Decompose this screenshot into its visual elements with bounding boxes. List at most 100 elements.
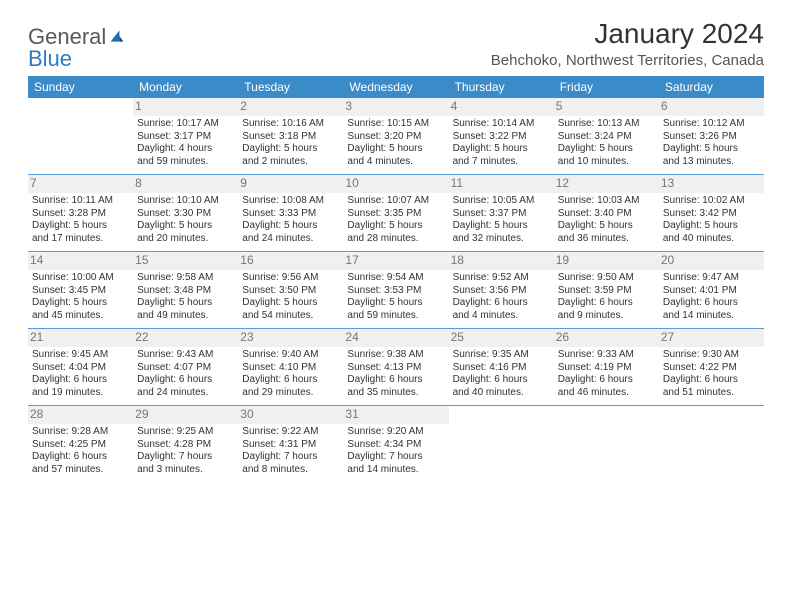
calendar-week-row: 1 Sunrise: 10:17 AMSunset: 3:17 PM Dayligh… xyxy=(28,98,764,175)
sunrise-text: Sunrise: 10:00 AM xyxy=(32,272,129,285)
calendar-page: GeneralBlue January 2024 Behchoko, North… xyxy=(0,0,792,482)
weekday-header: Sunday xyxy=(28,76,133,98)
calendar-day-cell: 19Sunrise: 9:50 AMSunset: 3:59 PMDayligh… xyxy=(554,252,659,329)
calendar-day-cell: 26Sunrise: 9:33 AMSunset: 4:19 PMDayligh… xyxy=(554,329,659,406)
daylight-text: and 17 minutes. xyxy=(32,233,129,246)
daylight-text: and 19 minutes. xyxy=(32,387,129,400)
daylight-text: and 49 minutes. xyxy=(137,310,234,323)
day-number: 28 xyxy=(28,406,133,424)
daylight-text: Daylight: 6 hours xyxy=(32,374,129,387)
sunrise-text: Sunrise: 9:22 AM xyxy=(242,426,339,439)
daylight-text: Daylight: 5 hours xyxy=(347,297,444,310)
day-number: 23 xyxy=(238,329,343,347)
weekday-header: Saturday xyxy=(659,76,764,98)
sunrise-text: Sunrise: 10:11 AM xyxy=(32,195,129,208)
sunrise-text: Sunrise: 9:58 AM xyxy=(137,272,234,285)
sunrise-text: Sunrise: 9:56 AM xyxy=(242,272,339,285)
day-number: 8 xyxy=(133,175,238,193)
day-number: 15 xyxy=(133,252,238,270)
sunset-text: Sunset: 3:28 PM xyxy=(32,208,129,221)
calendar-day-cell: 15Sunrise: 9:58 AMSunset: 3:48 PMDayligh… xyxy=(133,252,238,329)
daylight-text: and 4 minutes. xyxy=(347,156,444,169)
daylight-text: and 2 minutes. xyxy=(242,156,339,169)
daylight-text: Daylight: 6 hours xyxy=(32,451,129,464)
sunrise-text: Sunrise: 9:25 AM xyxy=(137,426,234,439)
sunset-text: Sunset: 3:35 PM xyxy=(347,208,444,221)
sunset-text: Sunset: 3:40 PM xyxy=(558,208,655,221)
day-number: 13 xyxy=(659,175,764,193)
calendar-week-row: 14Sunrise: 10:00 AMSunset: 3:45 PMDaylig… xyxy=(28,252,764,329)
calendar-day-cell: 20Sunrise: 9:47 AMSunset: 4:01 PMDayligh… xyxy=(659,252,764,329)
calendar-day-cell xyxy=(554,406,659,483)
sunset-text: Sunset: 4:10 PM xyxy=(242,362,339,375)
daylight-text: and 7 minutes. xyxy=(453,156,550,169)
daylight-text: Daylight: 5 hours xyxy=(242,297,339,310)
sunset-text: Sunset: 4:28 PM xyxy=(137,439,234,452)
logo: GeneralBlue xyxy=(28,18,126,70)
day-number: 30 xyxy=(238,406,343,424)
sunrise-text: Sunrise: 9:40 AM xyxy=(242,349,339,362)
calendar-day-cell: 9Sunrise: 10:08 AMSunset: 3:33 PMDayligh… xyxy=(238,175,343,252)
sunrise-text: Sunrise: 9:20 AM xyxy=(347,426,444,439)
sunrise-text: Sunrise: 9:30 AM xyxy=(663,349,760,362)
calendar-day-cell: 21Sunrise: 9:45 AMSunset: 4:04 PMDayligh… xyxy=(28,329,133,406)
day-number: 11 xyxy=(449,175,554,193)
sunset-text: Sunset: 3:53 PM xyxy=(347,285,444,298)
daylight-text: and 4 minutes. xyxy=(453,310,550,323)
calendar-week-row: 7Sunrise: 10:11 AMSunset: 3:28 PMDayligh… xyxy=(28,175,764,252)
daylight-text: and 46 minutes. xyxy=(558,387,655,400)
daylight-text: Daylight: 5 hours xyxy=(242,143,339,156)
day-number: 31 xyxy=(343,406,448,424)
title-block: January 2024 Behchoko, Northwest Territo… xyxy=(491,18,764,69)
sunrise-text: Sunrise: 10:13 AM xyxy=(558,118,655,131)
calendar-day-cell: 7Sunrise: 10:11 AMSunset: 3:28 PMDayligh… xyxy=(28,175,133,252)
sunrise-text: Sunrise: 10:05 AM xyxy=(453,195,550,208)
calendar-day-cell: 8Sunrise: 10:10 AMSunset: 3:30 PMDayligh… xyxy=(133,175,238,252)
day-number: 9 xyxy=(238,175,343,193)
sunset-text: Sunset: 4:22 PM xyxy=(663,362,760,375)
day-number: 1 xyxy=(133,98,238,116)
sunset-text: Sunset: 4:31 PM xyxy=(242,439,339,452)
sunrise-text: Sunrise: 9:33 AM xyxy=(558,349,655,362)
daylight-text: and 40 minutes. xyxy=(663,233,760,246)
daylight-text: and 28 minutes. xyxy=(347,233,444,246)
sunset-text: Sunset: 3:37 PM xyxy=(453,208,550,221)
day-number: 5 xyxy=(554,98,659,116)
daylight-text: and 51 minutes. xyxy=(663,387,760,400)
page-header: GeneralBlue January 2024 Behchoko, North… xyxy=(28,18,764,70)
daylight-text: Daylight: 7 hours xyxy=(137,451,234,464)
daylight-text: Daylight: 5 hours xyxy=(137,220,234,233)
sunrise-text: Sunrise: 9:38 AM xyxy=(347,349,444,362)
daylight-text: and 3 minutes. xyxy=(137,464,234,477)
daylight-text: and 45 minutes. xyxy=(32,310,129,323)
day-number: 17 xyxy=(343,252,448,270)
location-text: Behchoko, Northwest Territories, Canada xyxy=(491,52,764,69)
sunrise-text: Sunrise: 9:54 AM xyxy=(347,272,444,285)
calendar-day-cell: 13Sunrise: 10:02 AMSunset: 3:42 PMDaylig… xyxy=(659,175,764,252)
sunset-text: Sunset: 4:01 PM xyxy=(663,285,760,298)
day-number: 16 xyxy=(238,252,343,270)
sunset-text: Sunset: 3:17 PM xyxy=(137,131,234,144)
sunset-text: Sunset: 3:20 PM xyxy=(347,131,444,144)
daylight-text: and 13 minutes. xyxy=(663,156,760,169)
calendar-day-cell: 27Sunrise: 9:30 AMSunset: 4:22 PMDayligh… xyxy=(659,329,764,406)
day-number: 26 xyxy=(554,329,659,347)
calendar-day-cell: 29Sunrise: 9:25 AMSunset: 4:28 PMDayligh… xyxy=(133,406,238,483)
day-number: 22 xyxy=(133,329,238,347)
sunrise-text: Sunrise: 10:17 AM xyxy=(137,118,234,131)
daylight-text: Daylight: 5 hours xyxy=(453,220,550,233)
daylight-text: Daylight: 5 hours xyxy=(347,143,444,156)
calendar-day-cell: 12Sunrise: 10:03 AMSunset: 3:40 PMDaylig… xyxy=(554,175,659,252)
daylight-text: and 57 minutes. xyxy=(32,464,129,477)
sunset-text: Sunset: 3:48 PM xyxy=(137,285,234,298)
day-number: 20 xyxy=(659,252,764,270)
day-number: 21 xyxy=(28,329,133,347)
daylight-text: and 8 minutes. xyxy=(242,464,339,477)
sunset-text: Sunset: 3:18 PM xyxy=(242,131,339,144)
calendar-day-cell: 28Sunrise: 9:28 AMSunset: 4:25 PMDayligh… xyxy=(28,406,133,483)
calendar-day-cell: 23Sunrise: 9:40 AMSunset: 4:10 PMDayligh… xyxy=(238,329,343,406)
daylight-text: and 29 minutes. xyxy=(242,387,339,400)
daylight-text: Daylight: 6 hours xyxy=(347,374,444,387)
sunset-text: Sunset: 3:50 PM xyxy=(242,285,339,298)
daylight-text: and 14 minutes. xyxy=(663,310,760,323)
